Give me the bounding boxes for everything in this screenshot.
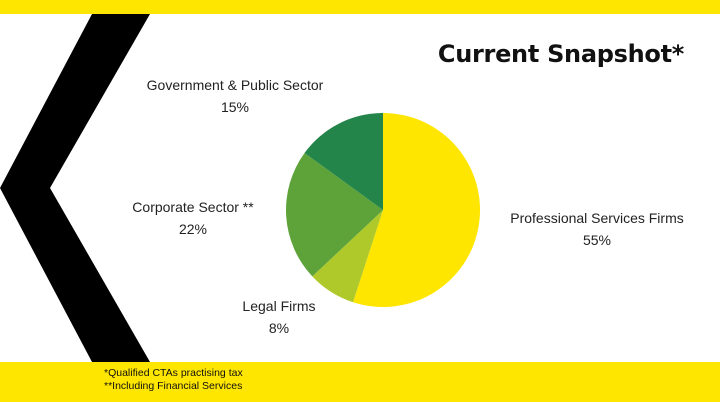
slice-corporate-sector: [286, 152, 383, 277]
slice-label-legal-value: 8%: [268, 320, 290, 336]
slice-label-corporate-value: 22%: [178, 221, 208, 237]
slice-label-legal-name: Legal Firms: [242, 298, 316, 314]
footnotes: *Qualified CTAs practising tax **Includi…: [104, 367, 243, 393]
slice-label-professional-value: 55%: [582, 232, 612, 248]
slice-label-government: Government & Public Sector 15%: [135, 74, 335, 118]
slice-label-government-value: 15%: [220, 99, 250, 115]
slice-label-professional-name: Professional Services Firms: [510, 210, 684, 226]
slice-label-corporate-name: Corporate Sector **: [132, 199, 254, 215]
slice-label-professional: Professional Services Firms 55%: [497, 207, 697, 251]
page-title: Current Snapshot*: [437, 40, 684, 68]
slice-government-public: [304, 113, 383, 210]
footnote-financial: **Including Financial Services: [104, 380, 243, 392]
slice-label-legal: Legal Firms 8%: [179, 295, 379, 339]
slice-label-government-name: Government & Public Sector: [146, 77, 324, 93]
slice-label-corporate: Corporate Sector ** 22%: [93, 196, 293, 240]
chevron-decoration: [0, 14, 150, 362]
slice-legal-firms: [312, 210, 383, 303]
slice-professional-services: [353, 113, 481, 307]
footnote-qualified: *Qualified CTAs practising tax: [104, 367, 243, 379]
